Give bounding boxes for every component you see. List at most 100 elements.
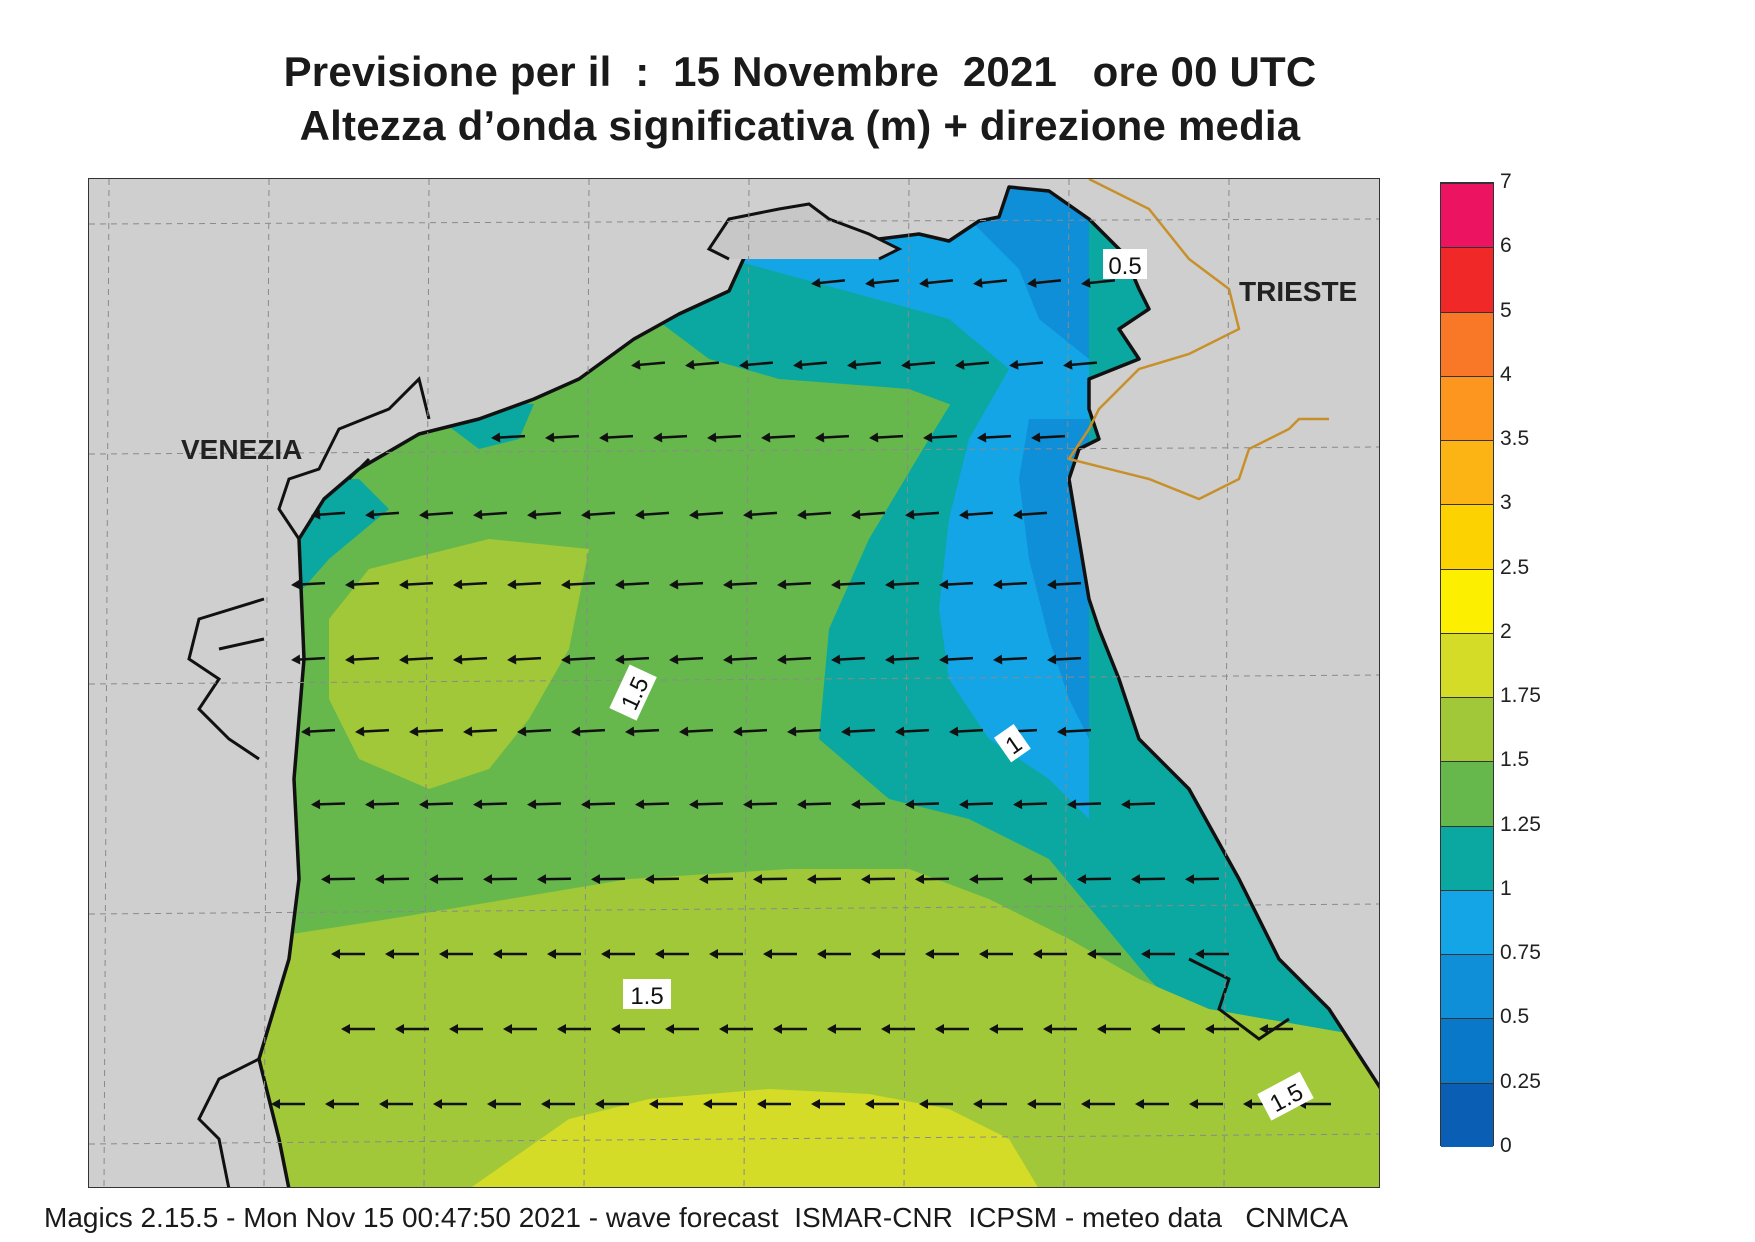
wave-direction-arrow [1087, 949, 1121, 959]
wave-direction-arrow [331, 949, 365, 959]
legend-label: 0.25 [1500, 1069, 1541, 1093]
wave-direction-arrow [1195, 949, 1229, 959]
wave-direction-arrow [1081, 277, 1116, 288]
wave-direction-arrow [1057, 726, 1092, 737]
legend-label: 3 [1500, 491, 1512, 515]
wave-direction-arrow [1013, 799, 1048, 810]
wave-direction-arrow [955, 359, 990, 370]
wave-direction-arrow [439, 949, 473, 959]
wave-direction-arrow [865, 277, 900, 288]
legend-label: 7 [1500, 170, 1512, 193]
wave-direction-arrow [655, 949, 689, 959]
legend-label: 1.25 [1500, 812, 1541, 836]
wave-direction-arrow [429, 874, 464, 885]
legend-swatch [1441, 889, 1493, 955]
wave-direction-arrow [271, 1099, 305, 1109]
title-line-1: Previsione per il : 15 Novembre 2021 ore… [283, 48, 1317, 95]
wave-direction-arrow [595, 1099, 629, 1109]
wave-direction-arrow [669, 654, 704, 665]
wave-direction-arrow [757, 1099, 791, 1109]
legend-label: 1 [1500, 876, 1512, 900]
band-1-5-center [329, 539, 589, 789]
color-legend [1440, 182, 1494, 1147]
inland-coast-a [218, 637, 265, 651]
wave-direction-arrow [301, 726, 336, 737]
wave-direction-arrow [507, 654, 542, 665]
wave-direction-arrow [905, 509, 940, 520]
wave-direction-arrow [615, 579, 650, 590]
wave-direction-arrow [311, 509, 346, 520]
map-grid [89, 179, 1379, 1187]
wave-direction-arrow [719, 1024, 753, 1034]
wave-direction-arrow [1063, 359, 1098, 370]
wave-direction-arrow [739, 359, 774, 370]
wave-direction-arrow [669, 579, 704, 590]
legend-swatch [1441, 697, 1493, 762]
footer-credit: Magics 2.15.5 - Mon Nov 15 00:47:50 2021… [44, 1202, 1349, 1233]
wave-direction-arrow [625, 726, 660, 737]
wave-direction-arrow [453, 579, 488, 590]
wave-direction-arrow [1009, 359, 1044, 370]
wave-direction-arrow [345, 579, 380, 590]
wave-direction-arrow [341, 1024, 375, 1034]
wave-direction-arrow [1027, 1099, 1061, 1109]
wave-direction-arrow [777, 579, 812, 590]
wave-direction-arrow [1047, 579, 1082, 590]
wave-direction-arrow [923, 432, 958, 443]
wave-direction-arrow [1151, 1024, 1185, 1034]
wave-direction-arrow [1027, 277, 1062, 288]
wave-direction-arrow [969, 874, 1004, 885]
wave-direction-arrow [977, 432, 1012, 443]
wave-direction-arrow [709, 949, 743, 959]
wave-direction-arrow [473, 799, 508, 810]
wave-direction-arrow [399, 654, 434, 665]
wave-direction-arrow [527, 509, 562, 520]
place-label-trieste: TRIESTE [1239, 276, 1357, 307]
wave-direction-arrow [1081, 1099, 1115, 1109]
wave-direction-arrow [743, 509, 778, 520]
wave-direction-arrow [807, 874, 842, 885]
wave-direction-arrow [1023, 874, 1058, 885]
wave-direction-arrow [753, 874, 788, 885]
wave-direction-arrow [993, 579, 1028, 590]
legend-swatch [1441, 1018, 1493, 1083]
lagoon-coast [277, 376, 431, 540]
place-label-venezia: VENEZIA [181, 434, 302, 465]
wave-direction-arrow [615, 654, 650, 665]
legend-label: 2 [1500, 619, 1512, 643]
wave-direction-arrow [989, 1024, 1023, 1034]
wave-direction-arrow [851, 799, 886, 810]
legend-swatch [1441, 504, 1493, 569]
wave-direction-arrow [355, 726, 390, 737]
wave-direction-arrow [689, 509, 724, 520]
wave-direction-arrow [311, 799, 346, 810]
inland-coast-west [187, 597, 265, 761]
wave-direction-arrow [581, 799, 616, 810]
wave-direction-arrow [761, 432, 796, 443]
wave-direction-arrow [653, 432, 688, 443]
wave-direction-arrow [611, 1024, 645, 1034]
legend-swatch [1441, 183, 1493, 248]
wave-direction-arrow [831, 654, 866, 665]
wave-direction-arrow [1043, 1024, 1077, 1034]
wave-direction-arrow [1141, 949, 1175, 959]
wave-direction-arrow [493, 949, 527, 959]
legend-label: 0 [1500, 1134, 1512, 1157]
legend-label: 1.5 [1500, 748, 1530, 772]
wave-direction-arrow [773, 1024, 807, 1034]
wave-direction-arrow [685, 359, 720, 370]
wave-direction-arrow [601, 949, 635, 959]
wave-direction-arrow [561, 654, 596, 665]
wave-direction-arrow [419, 799, 454, 810]
wave-direction-arrow [1077, 874, 1112, 885]
legend-label: 0.5 [1500, 1005, 1530, 1029]
legend-label: 1.75 [1500, 684, 1541, 708]
wave-direction-arrow [723, 654, 758, 665]
wave-direction-arrow [1189, 1099, 1223, 1109]
wave-direction-arrow [935, 1024, 969, 1034]
south-coast-west [197, 1057, 260, 1187]
wave-direction-arrow [503, 1024, 537, 1034]
wave-direction-arrow [547, 949, 581, 959]
political-border [1066, 179, 1329, 501]
wave-direction-arrow [409, 726, 444, 737]
